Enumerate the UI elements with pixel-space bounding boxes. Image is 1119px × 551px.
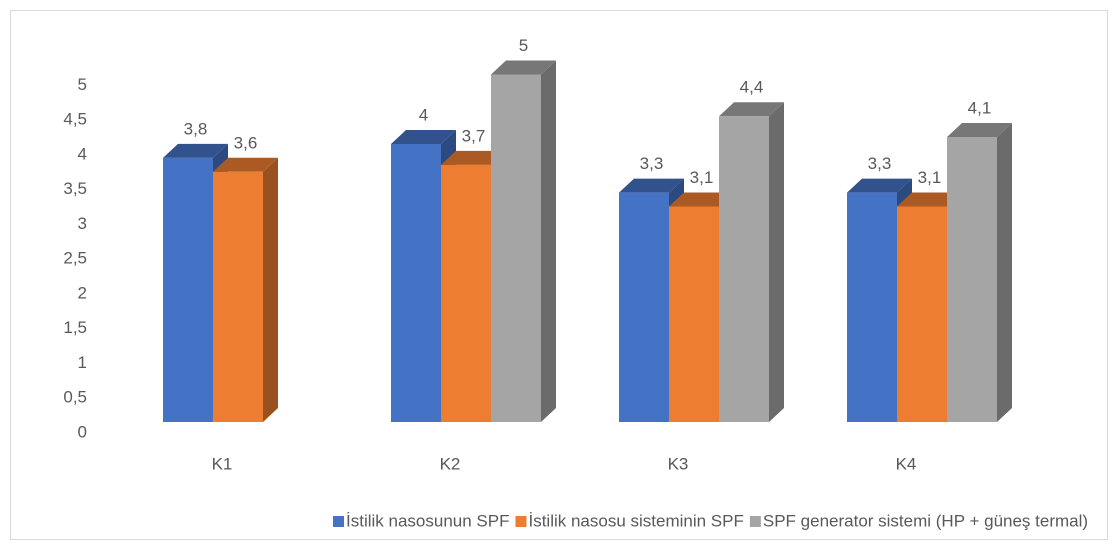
- x-tick-label: K4: [896, 454, 917, 473]
- bar: [719, 102, 784, 422]
- bar-top: [619, 178, 684, 193]
- bar-front: [491, 74, 541, 422]
- legend-label: İstilik nasosunun SPF: [346, 511, 509, 530]
- legend-label: SPF generator sistemi (HP + güneş termal…: [763, 511, 1088, 530]
- bar-top: [163, 143, 228, 158]
- data-label: 4,1: [968, 99, 992, 118]
- data-label: 4: [419, 105, 428, 124]
- legend-swatch: [333, 516, 344, 527]
- y-tick-label: 3,5: [63, 179, 87, 198]
- y-tick-label: 1,5: [63, 318, 87, 337]
- bar-top: [441, 150, 506, 165]
- data-label: 3,6: [234, 133, 258, 152]
- bar-side: [769, 102, 784, 422]
- bar-front: [163, 157, 213, 422]
- bar-top: [847, 178, 912, 193]
- data-label: 3,7: [462, 126, 486, 145]
- x-tick-label: K1: [212, 454, 233, 473]
- bar-top: [719, 102, 784, 117]
- bar-side: [541, 60, 556, 422]
- data-label: 3,1: [690, 168, 714, 187]
- data-label: 3,8: [184, 119, 208, 138]
- data-label: 3,3: [868, 154, 892, 173]
- y-tick-label: 0: [78, 422, 87, 441]
- bar-top: [491, 60, 556, 75]
- legend-swatch: [749, 516, 761, 527]
- x-tick-label: K3: [668, 454, 689, 473]
- bar-top: [391, 130, 456, 144]
- y-tick-label: 1: [78, 353, 87, 372]
- bar-top: [897, 192, 962, 207]
- bar-side: [997, 123, 1012, 423]
- bar-front: [669, 206, 719, 422]
- bar: [947, 123, 1012, 423]
- legend-label: İstilik nasosu sisteminin SPF: [528, 511, 743, 530]
- bar-front: [213, 171, 263, 422]
- bar-front: [441, 164, 491, 422]
- y-tick-label: 0,5: [63, 388, 87, 407]
- y-tick-label: 3: [78, 214, 87, 233]
- bar-front: [619, 192, 669, 422]
- bar-top: [669, 192, 734, 207]
- bar-front: [847, 192, 897, 422]
- y-tick-label: 4,5: [63, 110, 87, 129]
- bar-front: [719, 116, 769, 422]
- data-label: 5: [519, 36, 528, 55]
- y-tick-label: 4: [78, 144, 87, 163]
- bar-side: [263, 157, 278, 423]
- legend-swatch: [515, 516, 527, 527]
- data-label: 4,4: [740, 78, 764, 97]
- y-tick-label: 2: [78, 283, 87, 302]
- bar: [491, 60, 556, 422]
- bar-front: [391, 144, 441, 422]
- y-tick-label: 5: [78, 75, 87, 94]
- bar-front: [947, 137, 997, 423]
- bar-front: [897, 206, 947, 422]
- bar: [213, 157, 278, 423]
- x-tick-label: K2: [440, 454, 461, 473]
- data-label: 3,3: [640, 154, 664, 173]
- bar-top: [947, 123, 1012, 138]
- bar-top: [213, 157, 278, 172]
- data-label: 3,1: [918, 168, 942, 187]
- y-tick-label: 2,5: [63, 249, 87, 268]
